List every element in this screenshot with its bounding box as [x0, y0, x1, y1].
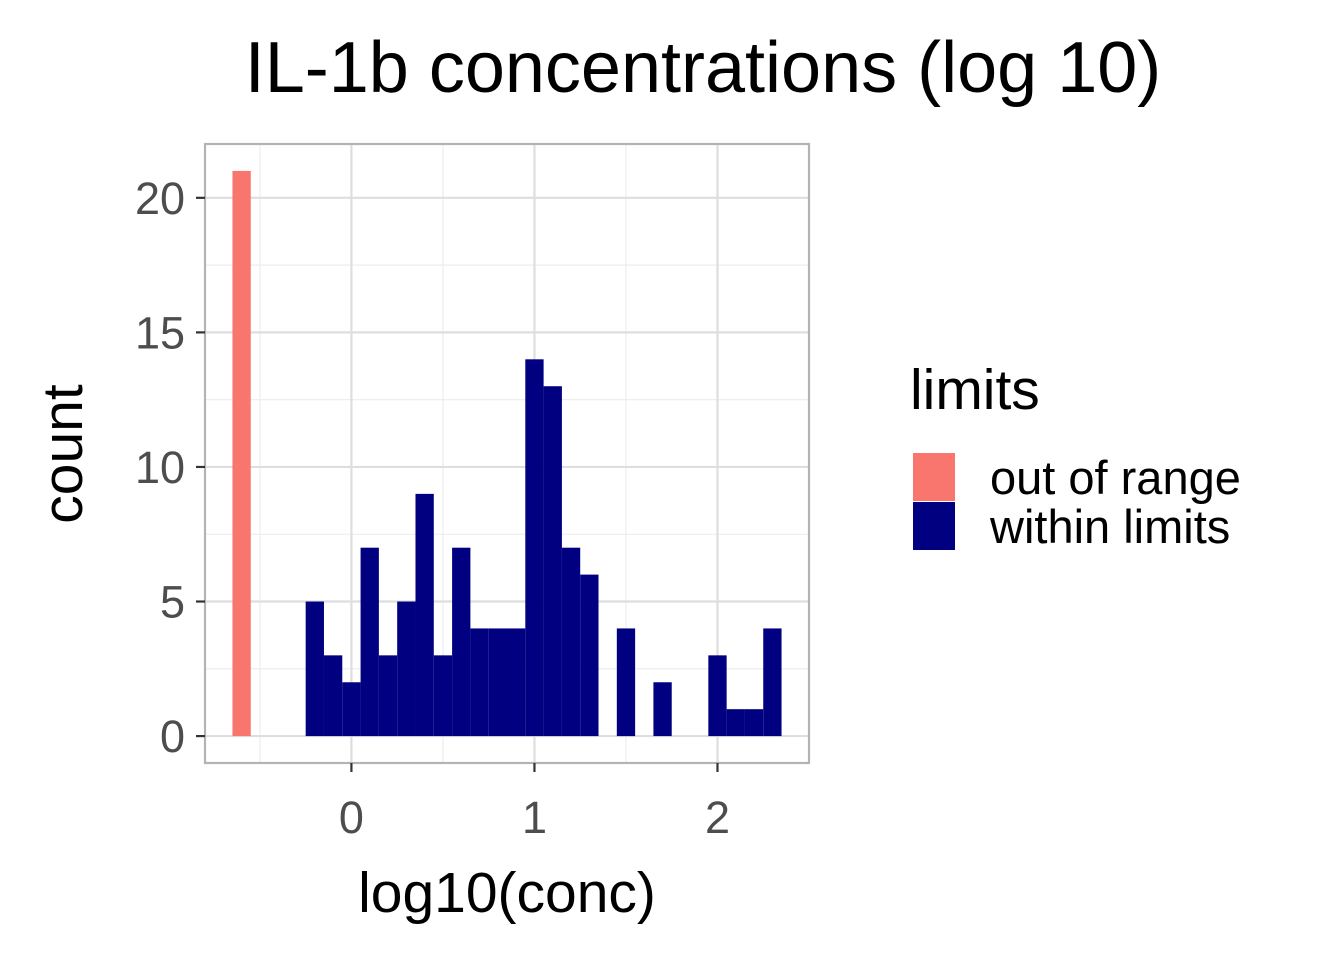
y-tick-label: 0	[160, 711, 185, 762]
legend-key-label: within limits	[989, 500, 1230, 553]
histogram-bar	[305, 601, 324, 737]
histogram-bar	[360, 547, 379, 737]
x-tick-label: 2	[705, 792, 730, 843]
histogram-bar	[323, 655, 343, 737]
x-tick-label: 0	[339, 792, 364, 843]
plot-panel-border	[203, 142, 811, 765]
y-tick-label: 20	[135, 173, 185, 224]
histogram-bar	[452, 547, 471, 737]
histogram-bar	[653, 682, 672, 737]
y-tick-label: 5	[160, 577, 185, 628]
histogram-bars	[232, 170, 782, 737]
x-axis-ticks: 0 1 2	[339, 763, 730, 843]
histogram-bar	[488, 628, 507, 737]
histogram-bar	[726, 709, 745, 737]
y-tick-label: 15	[135, 307, 185, 358]
y-axis-title: count	[31, 384, 95, 524]
chart-title: IL-1b concentrations (log 10)	[245, 28, 1162, 108]
legend-key-swatch	[913, 453, 955, 501]
histogram-bar	[708, 655, 727, 737]
histogram-bar	[433, 655, 453, 737]
x-axis-title: log10(conc)	[358, 861, 656, 925]
histogram-bar	[342, 682, 361, 737]
histogram-bar	[507, 628, 526, 737]
histogram-bar	[525, 359, 544, 737]
histogram-bar	[415, 493, 434, 737]
legend-key-label: out of range	[990, 451, 1241, 504]
x-tick-label: 1	[522, 792, 547, 843]
legend-key-swatch	[913, 502, 955, 550]
histogram-bar	[397, 601, 416, 737]
y-tick-label: 10	[135, 442, 185, 493]
histogram-bar	[543, 386, 562, 737]
histogram-bar	[561, 547, 581, 737]
histogram-bar	[763, 628, 782, 737]
histogram-bar	[470, 628, 489, 737]
histogram-bar	[616, 628, 636, 737]
legend-title: limits	[910, 358, 1040, 422]
histogram-bar	[232, 170, 251, 737]
histogram-bar	[580, 574, 599, 737]
histogram-bar	[378, 655, 398, 737]
histogram-bar	[744, 709, 764, 737]
y-axis-ticks: 0 5 10 15 20	[135, 173, 205, 762]
